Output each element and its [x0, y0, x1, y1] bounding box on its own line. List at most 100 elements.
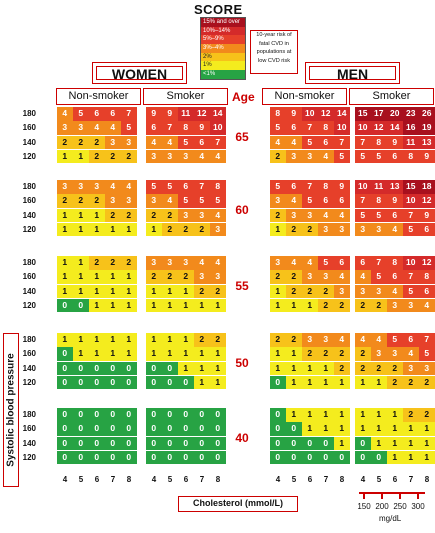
risk-cell: 1 [318, 361, 334, 376]
risk-cell: 14 [387, 121, 403, 135]
risk-cell: 9 [419, 149, 435, 164]
risk-cell: 1 [146, 347, 162, 361]
risk-cell: 1 [178, 333, 194, 347]
risk-cell: 15 [355, 107, 371, 121]
risk-cell: 3 [146, 149, 162, 164]
mgdl-scale-line [359, 492, 425, 494]
cholesterol-tick-label: 8 [339, 475, 345, 484]
risk-cell: 1 [146, 298, 162, 313]
cholesterol-tick-label: 5 [78, 475, 84, 484]
risk-cell: 7 [210, 135, 226, 150]
risk-cell: 3 [121, 135, 137, 150]
risk-cell: 0 [89, 375, 105, 390]
sbp-tick-label: 120 [22, 224, 36, 234]
risk-cell: 6 [419, 284, 435, 299]
risk-cell: 2 [105, 256, 121, 270]
risk-cell: 0 [318, 436, 334, 451]
risk-cell: 1 [270, 284, 286, 299]
risk-cell: 9 [387, 135, 403, 150]
sbp-tick-label: 180 [22, 109, 36, 118]
risk-cell: 2 [355, 347, 371, 361]
risk-cell: 1 [286, 347, 302, 361]
x-axis-label: Cholesterol (mmol/L) [178, 496, 298, 512]
risk-cell: 0 [210, 450, 226, 465]
risk-cell: 11 [403, 135, 419, 150]
risk-cell: 0 [121, 375, 137, 390]
risk-cell: 0 [194, 436, 210, 451]
risk-cell: 4 [286, 135, 302, 150]
risk-cell: 2 [194, 284, 210, 299]
risk-cell: 2 [286, 284, 302, 299]
risk-cell: 2 [387, 375, 403, 390]
risk-cell: 1 [355, 422, 371, 436]
risk-cell: 0 [178, 436, 194, 451]
risk-cell: 2 [162, 208, 178, 223]
risk-cell: 1 [403, 422, 419, 436]
risk-cell: 5 [121, 121, 137, 135]
risk-cell: 3 [146, 194, 162, 208]
risk-cell: 0 [105, 408, 121, 422]
risk-cell: 4 [334, 270, 350, 284]
risk-cell: 4 [355, 270, 371, 284]
risk-cell: 5 [178, 135, 194, 150]
risk-cell: 14 [210, 107, 226, 121]
risk-cell: 0 [105, 436, 121, 451]
risk-cell: 10 [355, 180, 371, 194]
cholesterol-tick-label: 8 [126, 475, 132, 484]
risk-cell: 1 [403, 436, 419, 451]
risk-cell: 3 [355, 284, 371, 299]
risk-cell: 6 [194, 135, 210, 150]
risk-cell: 8 [270, 107, 286, 121]
risk-cell: 4 [210, 208, 226, 223]
risk-cell: 1 [162, 333, 178, 347]
risk-cell: 1 [403, 450, 419, 465]
risk-cell: 0 [286, 422, 302, 436]
risk-cell: 2 [286, 333, 302, 347]
risk-cell: 4 [286, 194, 302, 208]
risk-cell: 1 [270, 298, 286, 313]
risk-cell: 0 [270, 436, 286, 451]
mgdl-tick-mark [399, 492, 401, 499]
risk-cell: 2 [210, 284, 226, 299]
risk-cell: 6 [387, 270, 403, 284]
risk-cell: 7 [162, 121, 178, 135]
risk-cell: 5 [210, 194, 226, 208]
sbp-tick-label: 160 [22, 272, 36, 282]
risk-cell: 2 [318, 347, 334, 361]
risk-cell: 2 [89, 256, 105, 270]
risk-cell: 0 [302, 450, 318, 465]
legend-item-label: 2% [203, 53, 212, 60]
risk-cell: 0 [194, 422, 210, 436]
risk-cell: 3 [146, 256, 162, 270]
risk-cell: 1 [371, 422, 387, 436]
risk-cell: 3 [121, 194, 137, 208]
mgdl-tick-label: 250 [393, 502, 407, 511]
risk-cell: 4 [318, 208, 334, 223]
risk-cell: 1 [178, 284, 194, 299]
risk-cell: 12 [419, 256, 435, 270]
risk-cell: 4 [387, 284, 403, 299]
risk-cell: 1 [57, 256, 73, 270]
cholesterol-tick-label: 6 [94, 475, 100, 484]
risk-cell: 2 [146, 270, 162, 284]
risk-cell: 9 [286, 107, 302, 121]
legend-item: 3%–4% [201, 44, 245, 53]
cholesterol-tick-label: 4 [360, 475, 366, 484]
risk-cell: 0 [57, 347, 73, 361]
risk-cell: 4 [57, 107, 73, 121]
risk-cell: 1 [270, 222, 286, 237]
risk-cell: 0 [105, 422, 121, 436]
risk-cell: 10 [403, 194, 419, 208]
risk-cell: 0 [89, 450, 105, 465]
risk-cell: 1 [121, 222, 137, 237]
risk-cell: 6 [387, 208, 403, 223]
risk-cell: 3 [210, 222, 226, 237]
risk-cell: 3 [302, 149, 318, 164]
risk-cell: 2 [210, 333, 226, 347]
risk-cell: 3 [89, 180, 105, 194]
risk-cell: 3 [194, 208, 210, 223]
risk-cell: 0 [121, 450, 137, 465]
risk-cell: 0 [146, 408, 162, 422]
legend-item: 10%–14% [201, 26, 245, 36]
risk-cell: 3 [270, 194, 286, 208]
